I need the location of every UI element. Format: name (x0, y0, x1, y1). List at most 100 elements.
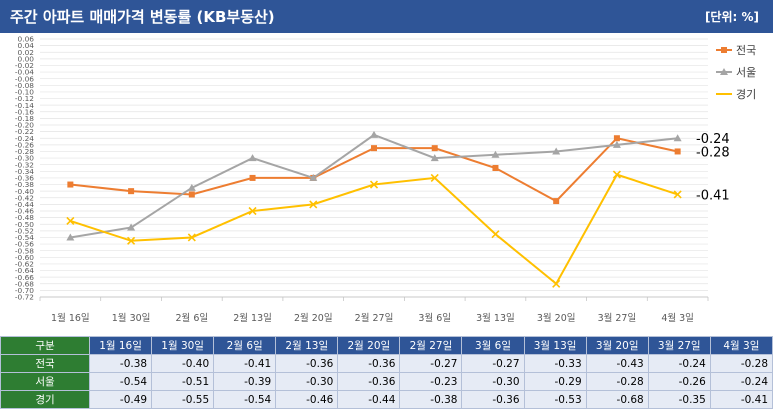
x-tick-label: 2월 27일 (355, 312, 394, 324)
table-cell: -0.30 (275, 372, 339, 391)
y-tick-label: -0.64 (15, 266, 34, 275)
x-tick-label: 3월 13일 (476, 312, 515, 324)
data-point (430, 154, 439, 162)
data-point (491, 230, 500, 239)
y-tick-label: -0.02 (15, 61, 34, 70)
table-header-cell: 1월 16일 (88, 336, 153, 355)
table-cell: -0.36 (275, 354, 339, 373)
y-tick-label: -0.08 (15, 81, 34, 90)
table-cell: -0.54 (88, 372, 153, 391)
y-tick-label: 0.06 (18, 35, 35, 44)
y-tick-label: -0.48 (15, 213, 34, 222)
table-cell: -0.38 (88, 354, 153, 373)
x-tick-label: 1월 16일 (51, 312, 90, 324)
data-point (673, 134, 682, 142)
table-header-cell: 3월 13일 (523, 336, 587, 355)
data-label: -0.24 (696, 132, 730, 147)
table-header-cell: 4월 3일 (709, 336, 773, 355)
table-header-cell: 2월 13일 (275, 336, 339, 355)
legend-label: 전국 (736, 44, 756, 57)
y-tick-label: -0.62 (15, 260, 34, 269)
data-point (127, 223, 136, 231)
y-tick-label: -0.20 (15, 121, 34, 130)
table-cell: -0.28 (585, 372, 649, 391)
table-header-cell: 2월 20일 (337, 336, 401, 355)
data-point (492, 165, 499, 171)
unit-label: [단위: %] (704, 10, 759, 24)
y-tick-label: -0.04 (15, 68, 34, 77)
data-point (674, 148, 681, 155)
data-point (491, 150, 500, 158)
x-tick-label: 3월 20일 (537, 312, 576, 324)
y-tick-label: -0.22 (15, 127, 34, 136)
table-cell: -0.28 (709, 354, 773, 373)
table-cell: -0.44 (337, 390, 401, 409)
table-cell: -0.26 (647, 372, 711, 391)
table-row: 경기 -0.49 -0.55 -0.54 -0.46 -0.44 -0.38 -0.36 -0.… (0, 390, 773, 409)
legend-label: 서울 (736, 66, 756, 79)
x-tick-label: 2월 13일 (233, 312, 272, 324)
y-tick-label: -0.24 (15, 134, 34, 143)
table-cell: -0.43 (585, 354, 649, 373)
table-header-cell: 3월 27일 (647, 336, 711, 355)
data-point (431, 145, 438, 152)
y-tick-label: -0.26 (15, 140, 34, 149)
data-point (127, 236, 136, 245)
data-point (371, 145, 377, 152)
y-tick-label: -0.70 (15, 286, 34, 295)
data-point (430, 173, 439, 182)
table-cell: -0.27 (461, 354, 525, 373)
table-cell: -0.68 (585, 390, 649, 409)
y-tick-label: -0.34 (15, 167, 34, 176)
table-cell: -0.35 (647, 390, 711, 409)
y-tick-label: -0.38 (15, 180, 34, 189)
data-point (66, 233, 75, 241)
table-cell: -0.27 (399, 354, 463, 373)
data-point (309, 200, 318, 209)
table-header-cell: 2월 6일 (213, 336, 277, 355)
row-label: 서울 (0, 372, 90, 391)
table-cell: -0.36 (337, 372, 401, 391)
y-tick-label: -0.12 (15, 94, 34, 103)
table-cell: -0.54 (213, 390, 277, 409)
y-tick-label: 0.02 (18, 48, 34, 57)
table-cell: -0.53 (523, 390, 587, 409)
table-cell: -0.24 (647, 354, 711, 373)
table-cell: -0.41 (213, 354, 277, 373)
y-tick-label: 0.04 (18, 41, 35, 50)
table-cell: -0.29 (523, 372, 587, 391)
data-point (613, 135, 620, 142)
table-cell: -0.39 (213, 372, 277, 391)
line-chart: 0.060.040.020.00-0.02-0.04-0.06-0.08-0.1… (15, 35, 756, 324)
y-tick-label: -0.46 (15, 207, 34, 216)
y-tick-label: -0.16 (15, 107, 34, 116)
y-tick-label: -0.32 (15, 160, 34, 169)
y-tick-label: -0.36 (15, 174, 34, 183)
data-point (187, 233, 196, 242)
table-row: 서울 -0.54 -0.51 -0.39 -0.30 -0.36 -0.23 -0.30 -0.… (0, 372, 773, 391)
data-point (553, 198, 560, 205)
title-bar: 주간 아파트 매매가격 변동률 (KB부동산) [단위: %] (0, 0, 773, 33)
data-point (128, 188, 135, 195)
row-label: 경기 (0, 390, 90, 409)
x-tick-label: 2월 6일 (176, 312, 209, 324)
y-tick-label: -0.42 (15, 193, 34, 202)
y-tick-label: -0.66 (15, 273, 34, 282)
y-tick-label: -0.18 (15, 114, 34, 123)
chart-title: 주간 아파트 매매가격 변동률 (KB부동산) (10, 8, 275, 26)
y-tick-label: -0.40 (15, 187, 34, 196)
legend-label: 경기 (736, 88, 756, 101)
data-point (552, 147, 561, 155)
x-tick-label: 4월 3일 (661, 312, 694, 324)
legend-marker (720, 68, 728, 75)
table-cell: -0.36 (337, 354, 401, 373)
data-point (188, 191, 195, 198)
table-cell: -0.23 (399, 372, 463, 391)
data-point (66, 216, 75, 225)
x-tick-label: 3월 27일 (598, 312, 637, 324)
table-cell: -0.36 (461, 390, 525, 409)
table-header-cell: 2월 27일 (399, 336, 463, 355)
table-cell: -0.51 (151, 372, 215, 391)
y-tick-label: -0.60 (15, 253, 34, 262)
table-cell: -0.40 (151, 354, 215, 373)
